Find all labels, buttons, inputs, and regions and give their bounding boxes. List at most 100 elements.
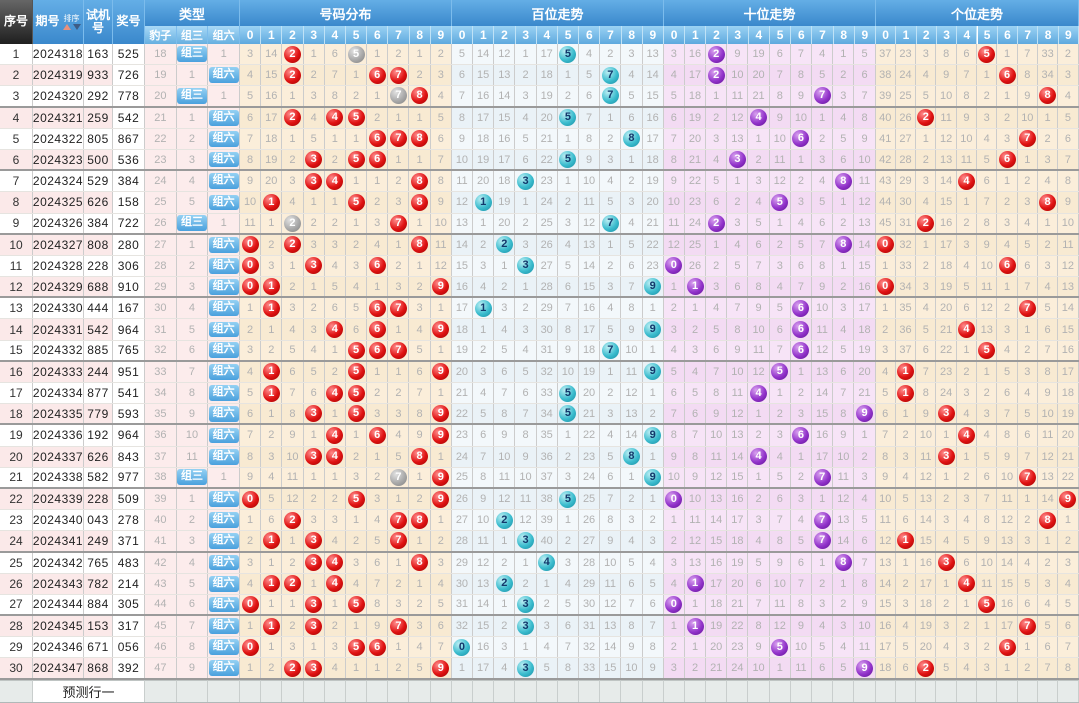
- shi-cell-5: 7: [769, 510, 791, 531]
- fenbu-ball: 4: [326, 172, 344, 190]
- period-cell: 2024324: [33, 171, 84, 192]
- bai-cell-0: 24: [451, 446, 474, 467]
- prize-cell: 317: [113, 616, 145, 637]
- fenbu-ball: 4: [326, 426, 344, 444]
- shi-cell-6: 11: [790, 658, 813, 678]
- fenbu-cell-1: 2: [261, 425, 283, 446]
- bai-cell-6: 11: [578, 192, 601, 213]
- ge-cell-7: 10: [1017, 107, 1038, 128]
- bai-cell-2: 4: [494, 658, 516, 678]
- bai-cell-4: 4: [536, 552, 558, 573]
- ge-cell-4: 2: [956, 213, 978, 233]
- fenbu-cell-5: 1: [345, 171, 368, 192]
- period-column-header[interactable]: 期号 排序: [33, 0, 84, 44]
- sort-control[interactable]: 排序: [62, 14, 81, 30]
- baozi-miss-cell: 41: [145, 531, 177, 551]
- bai-cell-3: 10: [515, 467, 537, 487]
- fenbu-cell-4: 6: [324, 44, 346, 65]
- fenbu-cell-5: 5: [345, 637, 368, 658]
- bai-cell-5: 8: [557, 658, 579, 678]
- bai-cell-5: 9: [557, 340, 579, 360]
- fenbu-cell-3: 1: [303, 467, 325, 487]
- zu6-cell: 组六: [208, 531, 240, 551]
- fenbu-cell-1: 4: [261, 467, 283, 487]
- shi-ball: 2: [707, 66, 725, 84]
- footer-shi-cell-2: [706, 680, 728, 702]
- fenbu-cell-9: 1: [430, 298, 452, 319]
- ge-cell-3: 3: [936, 510, 957, 531]
- fenbu-cell-4: 8: [324, 86, 346, 106]
- bai-cell-7: 3: [600, 277, 622, 297]
- ge-cell-0: 0: [875, 277, 896, 297]
- shi-cell-6: 2: [790, 171, 813, 192]
- ge-cell-3: 21: [936, 319, 957, 340]
- fenbu-ball: 5: [347, 45, 365, 63]
- ge-cell-1: 1: [895, 361, 917, 382]
- zu6-cell: 组六: [208, 277, 240, 297]
- sort-asc-icon[interactable]: [62, 23, 71, 30]
- footer-fenbu-cell-8: [409, 680, 431, 702]
- shi-cell-3: 10: [727, 361, 749, 382]
- ge-cell-8: 2: [1037, 234, 1059, 255]
- ge-cell-3: 16: [936, 213, 957, 233]
- shi-cell-8: 4: [833, 637, 855, 658]
- ge-cell-4: 3: [956, 383, 978, 404]
- fenbu-cell-9: 9: [430, 488, 452, 510]
- shi-cell-0: 6: [663, 383, 685, 404]
- ge-cell-8: 13: [1037, 467, 1059, 487]
- fenbu-cell-0: 4: [239, 361, 262, 382]
- shi-ball: 1: [686, 575, 704, 593]
- fenbu-ball: 7: [389, 532, 407, 550]
- shi-cell-1: 3: [684, 340, 707, 360]
- fenbu-cell-4: 4: [324, 319, 346, 340]
- bai-cell-7: 5: [600, 192, 622, 213]
- prize-cell: 214: [113, 573, 145, 594]
- fenbu-cell-0: 5: [239, 86, 262, 106]
- prize-cell: 964: [113, 425, 145, 446]
- bai-cell-0: 17: [451, 298, 474, 319]
- fenbu-cell-6: 4: [367, 234, 389, 255]
- fenbu-cell-7: 7: [388, 86, 410, 106]
- sort-desc-icon[interactable]: [72, 23, 81, 30]
- trial-cell: 868: [84, 658, 113, 678]
- bai-cell-5: 5: [557, 107, 579, 128]
- ge-cell-1: 5: [895, 637, 917, 658]
- bai-cell-0: 22: [451, 404, 474, 424]
- bai-cell-4: 25: [536, 213, 558, 233]
- fenbu-ball: 6: [368, 130, 386, 148]
- ge-cell-1: 1: [895, 404, 917, 424]
- bai-cell-0: 26: [451, 488, 474, 510]
- ge-cell-8: 6: [1037, 319, 1059, 340]
- ge-cell-4: 6: [956, 298, 978, 319]
- bai-cell-4: 3: [536, 616, 558, 637]
- shi-cell-7: 16: [812, 425, 834, 446]
- shi-cell-7: 11: [812, 319, 834, 340]
- tens-trend-group-header: 十位走势: [664, 0, 876, 26]
- fenbu-cell-9: 1: [430, 340, 452, 360]
- ge-cell-1: 1: [895, 531, 917, 551]
- table-row: 6 2024323 500 536 23 3 组六 8 19 2 3 2 5 6 1 1 7 10 19 17 6 22 5…: [0, 149, 1079, 172]
- ge-cell-2: 1: [916, 128, 937, 149]
- footer-ge-cell-8: [1037, 680, 1059, 702]
- fenbu-cell-5: 2: [345, 86, 368, 106]
- shi-cell-9: 1: [854, 425, 876, 446]
- bai-cell-4: 19: [536, 86, 558, 106]
- fenbu-cell-4: 4: [324, 171, 346, 192]
- fenbu-cell-9: 3: [430, 65, 452, 86]
- ge-cell-0: 8: [875, 446, 896, 467]
- shi-cell-0: 3: [663, 319, 685, 340]
- bai-cell-1: 1: [473, 319, 495, 340]
- shi-cell-8: 8: [833, 171, 855, 192]
- bai-cell-6: 28: [578, 552, 601, 573]
- bai-cell-4: 38: [536, 488, 558, 510]
- ge-cell-5: 8: [977, 213, 998, 233]
- shi-cell-4: 8: [748, 616, 770, 637]
- shi-cell-5: 11: [769, 594, 791, 615]
- zu6-cell: 组六: [208, 298, 240, 319]
- prize-column-header: 奖号: [113, 0, 145, 44]
- zu6-badge: 组六: [208, 448, 239, 465]
- shi-cell-4: 4: [748, 383, 770, 404]
- bai-cell-1: 11: [473, 531, 495, 551]
- bai-cell-7: 2: [600, 383, 622, 404]
- fenbu-cell-3: 3: [303, 319, 325, 340]
